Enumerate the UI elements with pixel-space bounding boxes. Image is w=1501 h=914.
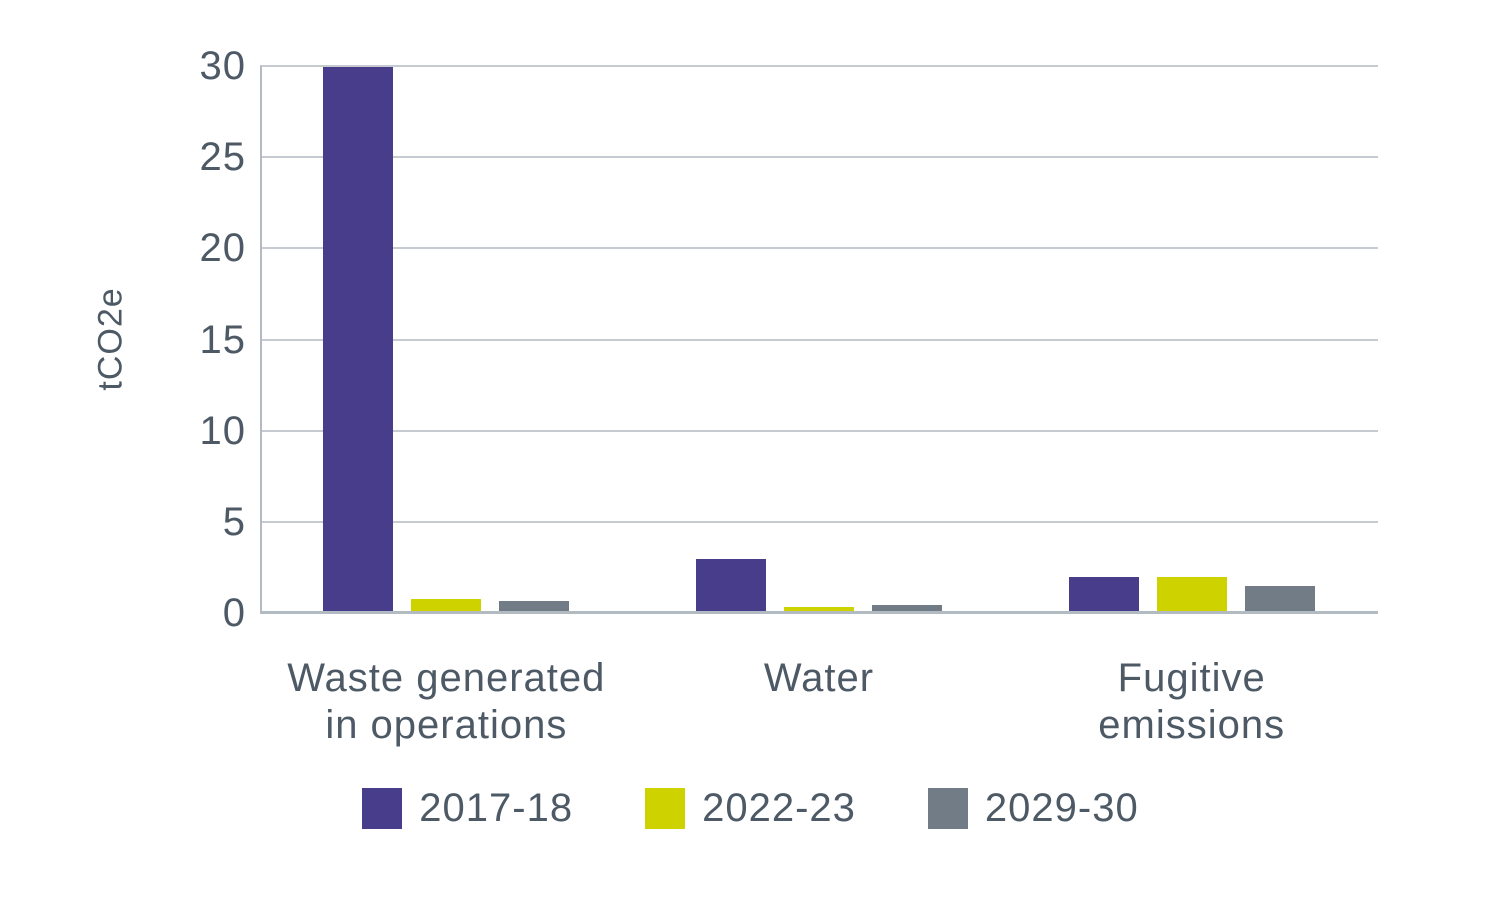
legend-item: 2029-30 — [927, 786, 1139, 831]
bar-group — [260, 65, 633, 612]
legend-item: 2017-18 — [362, 786, 573, 831]
x-axis-labels: Waste generated in operations Water Fugiti… — [260, 655, 1378, 749]
gridline — [260, 429, 1378, 432]
bar-2017-18 — [323, 66, 394, 612]
y-tick-label: 15 — [199, 317, 246, 362]
legend-swatch — [645, 788, 686, 829]
legend-swatch — [362, 788, 403, 829]
bar-2017-18 — [1068, 577, 1139, 612]
bar-2017-18 — [695, 559, 766, 612]
gridline — [260, 65, 1378, 67]
y-tick-label: 10 — [199, 408, 246, 453]
legend-label: 2022-23 — [702, 786, 856, 830]
x-axis-label: Fugitive emissions — [1098, 656, 1286, 747]
bar-2022-23 — [783, 606, 854, 612]
gridline — [260, 520, 1378, 523]
bar-2022-23 — [1156, 577, 1227, 612]
x-axis-label: Waste generated in operations — [287, 656, 606, 747]
legend-item: 2022-23 — [645, 786, 856, 831]
y-tick-label: 0 — [222, 591, 246, 635]
y-axis-line — [260, 66, 262, 613]
x-axis-label: Water — [763, 656, 875, 700]
gridline — [260, 247, 1378, 250]
bar-group — [633, 65, 1006, 612]
bar-2029-30 — [1244, 586, 1315, 612]
gridline — [260, 338, 1378, 341]
bar-2022-23 — [411, 599, 482, 612]
legend-label: 2029-30 — [984, 786, 1139, 830]
bar-groups — [260, 66, 1378, 613]
x-axis-line — [260, 611, 1378, 614]
legend: 2017-18 2022-23 2029-30 — [0, 786, 1501, 831]
bar-group — [1005, 65, 1378, 612]
y-tick-label: 30 — [199, 44, 246, 88]
y-tick-label: 20 — [199, 226, 246, 271]
legend-label: 2017-18 — [419, 786, 574, 830]
y-tick-label: 25 — [199, 135, 246, 180]
y-tick-label: 5 — [222, 499, 246, 544]
bar-2029-30 — [499, 601, 570, 612]
bar-2029-30 — [871, 604, 942, 612]
legend-swatch — [927, 788, 968, 829]
gridline — [260, 156, 1378, 159]
plot-area — [260, 65, 1378, 614]
